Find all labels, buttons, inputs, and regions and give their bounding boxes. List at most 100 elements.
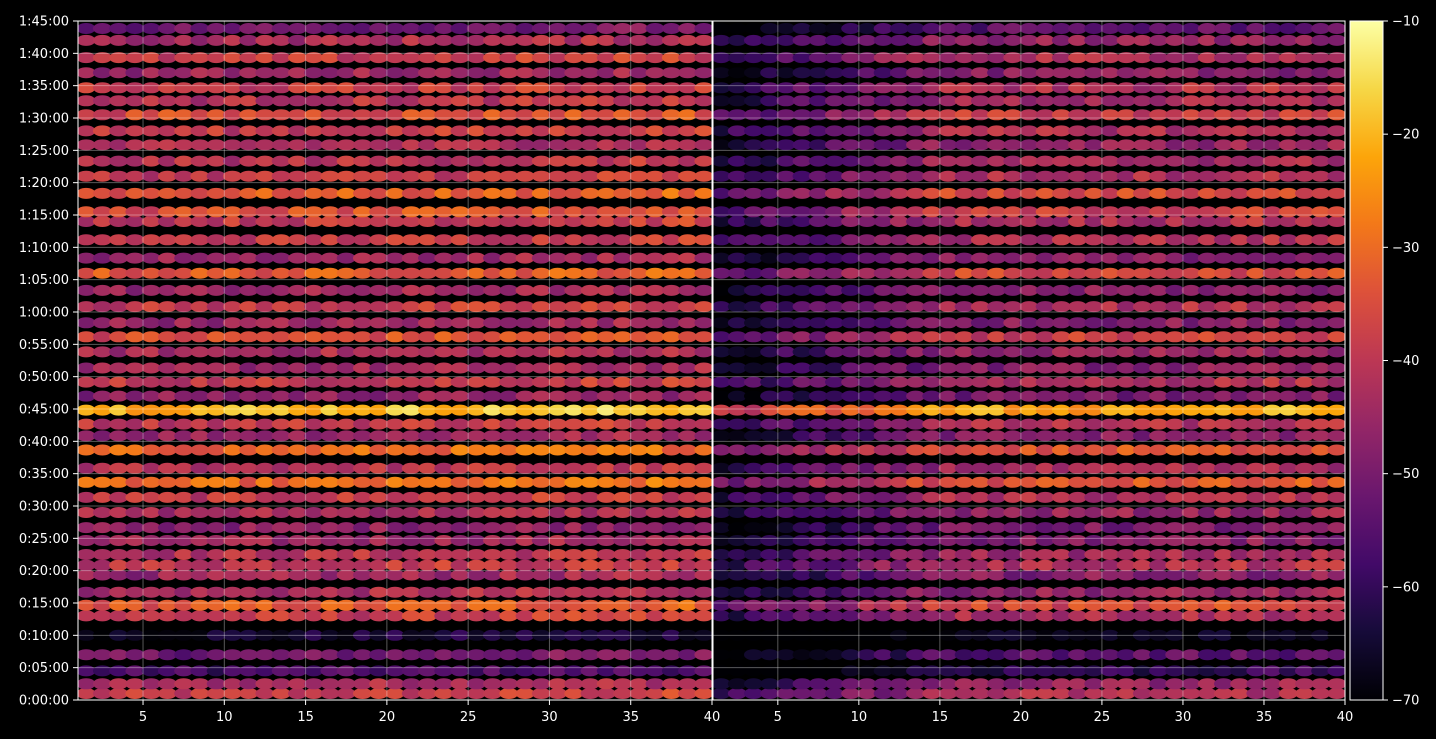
heatmap-cell	[1084, 139, 1104, 151]
heatmap-cell	[92, 678, 112, 690]
heatmap-cell	[889, 170, 909, 182]
heatmap-cell	[906, 170, 926, 182]
heatmap-cell	[938, 346, 958, 358]
heatmap-cell	[125, 535, 145, 546]
heatmap-cell	[1132, 491, 1152, 503]
heatmap-cell	[1214, 331, 1233, 343]
heatmap-cell	[206, 462, 226, 474]
heatmap-cell	[629, 346, 649, 358]
heatmap-cell	[987, 284, 1007, 296]
heatmap-cell	[1035, 444, 1055, 456]
heatmap-cell	[1278, 284, 1298, 296]
heatmap-cell	[418, 462, 437, 474]
heatmap-cell	[1214, 155, 1233, 167]
heatmap-cell	[1100, 569, 1120, 581]
heatmap-cell	[841, 301, 861, 313]
heatmap-cell	[531, 155, 551, 167]
heatmap-cell	[157, 569, 177, 581]
heatmap-cell	[629, 599, 649, 611]
heatmap-cell	[288, 52, 307, 64]
heatmap-cell	[613, 362, 633, 374]
heatmap-cell	[1278, 559, 1298, 571]
heatmap-cell	[987, 170, 1007, 182]
heatmap-cell	[1311, 507, 1331, 518]
heatmap-cell	[1019, 317, 1039, 329]
heatmap-cell	[580, 267, 600, 279]
heatmap-cell	[255, 549, 275, 560]
heatmap-cell	[369, 599, 389, 611]
heatmap-cell	[255, 82, 275, 94]
heatmap-cell	[906, 125, 926, 137]
heatmap-panel-right	[713, 23, 1345, 699]
heatmap-cell	[808, 629, 828, 641]
heatmap-cell	[1084, 267, 1104, 279]
y-tick-label: 0:30:00	[19, 500, 69, 515]
heatmap-cell	[744, 688, 763, 699]
heatmap-cell	[825, 678, 844, 690]
heatmap-cell	[418, 444, 437, 456]
heatmap-cell	[564, 665, 584, 677]
heatmap-cell	[841, 665, 861, 677]
heatmap-cell	[483, 665, 502, 677]
heatmap-cell	[515, 491, 535, 503]
heatmap-cell	[1295, 346, 1314, 358]
heatmap-cell	[1262, 109, 1282, 121]
heatmap-cell	[1214, 376, 1233, 388]
heatmap-cell	[531, 491, 551, 503]
heatmap-cell	[1197, 444, 1217, 456]
heatmap-cell	[190, 462, 210, 474]
heatmap-cell	[1132, 34, 1152, 46]
heatmap-cell	[548, 284, 568, 296]
heatmap-cell	[841, 629, 861, 641]
heatmap-cell	[336, 599, 356, 611]
heatmap-cell	[174, 67, 194, 79]
heatmap-cell	[515, 476, 535, 488]
heatmap-cell	[987, 522, 1007, 534]
heatmap-cell	[1051, 649, 1071, 661]
heatmap-cell	[873, 362, 893, 374]
heatmap-cell	[596, 252, 616, 264]
heatmap-cell	[1068, 665, 1088, 677]
heatmap-cell	[1019, 216, 1039, 227]
heatmap-cell	[744, 234, 763, 246]
heatmap-cell	[499, 688, 519, 699]
heatmap-cell	[580, 109, 600, 121]
heatmap-cell	[1100, 444, 1120, 456]
heatmap-cell	[141, 155, 161, 167]
heatmap-cell	[1262, 404, 1282, 416]
heatmap-cell	[304, 610, 324, 622]
heatmap-cell	[694, 252, 712, 264]
heatmap-cell	[954, 317, 974, 329]
heatmap-cell	[1278, 95, 1298, 107]
y-tick-label: 0:45:00	[19, 403, 69, 418]
heatmap-cell	[239, 23, 259, 34]
heatmap-cell	[1051, 559, 1071, 571]
heatmap-cell	[157, 284, 177, 296]
heatmap-cell	[1327, 52, 1345, 64]
heatmap-cell	[125, 139, 145, 151]
heatmap-cell	[125, 491, 145, 503]
heatmap-cell	[78, 462, 96, 474]
heatmap-cell	[1278, 678, 1298, 690]
heatmap-cell	[1262, 535, 1282, 546]
heatmap-cell	[222, 569, 242, 581]
heatmap-cell	[1116, 688, 1136, 699]
heatmap-cell	[645, 234, 665, 246]
heatmap-cell	[727, 629, 747, 641]
heatmap-cell	[889, 52, 909, 64]
heatmap-cell	[808, 95, 828, 107]
heatmap-cell	[808, 362, 828, 374]
heatmap-cell	[157, 109, 177, 121]
heatmap-cell	[418, 404, 437, 416]
heatmap-cell	[1246, 125, 1266, 137]
heatmap-cell	[889, 206, 909, 218]
heatmap-cell	[613, 52, 633, 64]
heatmap-cell	[466, 252, 486, 264]
heatmap-cell	[694, 67, 712, 79]
heatmap-cell	[125, 284, 145, 296]
heatmap-cell	[1051, 569, 1071, 581]
heatmap-cell	[499, 390, 519, 402]
heatmap-cell	[222, 586, 242, 598]
heatmap-cell	[1295, 610, 1314, 622]
heatmap-cell	[548, 206, 568, 218]
